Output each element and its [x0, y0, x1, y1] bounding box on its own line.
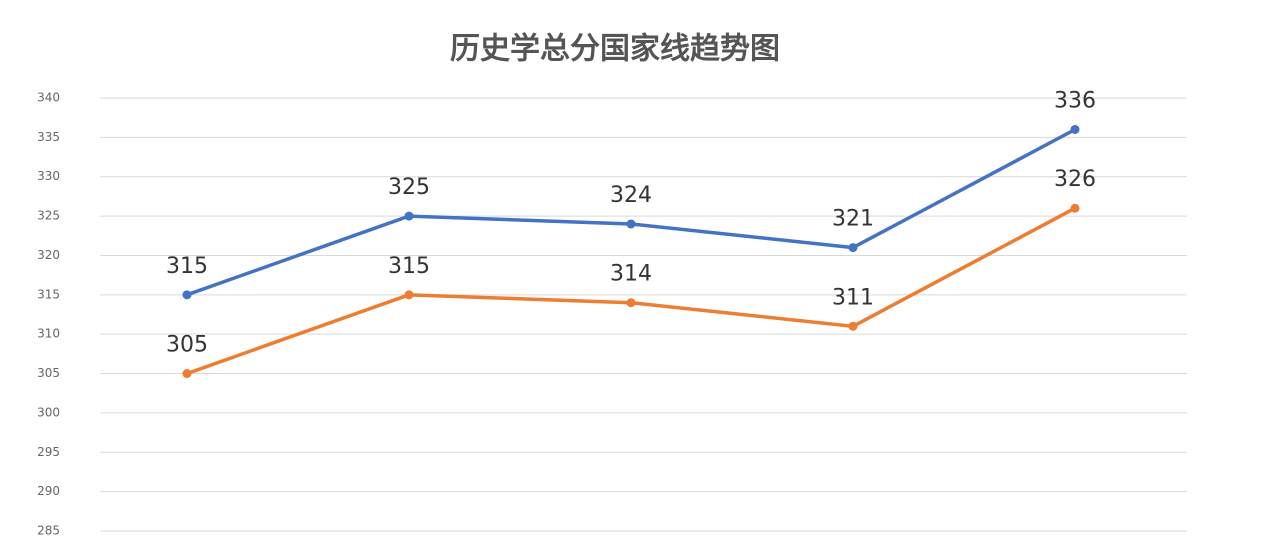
data-label: 314 — [610, 262, 652, 287]
data-label: 336 — [1054, 88, 1096, 113]
y-tick-label: 310 — [37, 327, 60, 341]
data-label: 305 — [166, 333, 208, 358]
data-label: 315 — [388, 254, 430, 279]
chart-title: 历史学总分国家线趋势图 — [450, 32, 780, 67]
data-label: 325 — [388, 175, 430, 200]
data-label: 321 — [832, 207, 874, 232]
y-tick-label: 305 — [37, 366, 60, 380]
y-tick-label: 320 — [37, 248, 60, 262]
data-label: 311 — [832, 285, 874, 310]
data-label: 324 — [610, 183, 652, 208]
data-label: 326 — [1054, 167, 1096, 192]
y-tick-label: 295 — [37, 445, 60, 459]
point — [848, 321, 858, 331]
point — [404, 290, 414, 300]
y-tick-label: 335 — [37, 130, 60, 144]
series-line — [186, 206, 1076, 376]
y-tick-label: 315 — [37, 287, 60, 301]
point — [1070, 203, 1080, 213]
point — [626, 219, 636, 229]
point — [182, 290, 192, 300]
point — [404, 211, 414, 221]
y-tick-label: 325 — [37, 209, 60, 223]
y-tick-label: 290 — [37, 484, 60, 498]
point — [182, 369, 192, 379]
y-tick-label: 330 — [37, 169, 60, 183]
y-tick-label: 300 — [37, 405, 60, 419]
point — [626, 298, 636, 308]
point — [848, 243, 858, 253]
y-tick-label: 285 — [37, 524, 60, 538]
data-label: 315 — [166, 254, 208, 279]
y-tick-label: 340 — [37, 91, 60, 105]
point — [1070, 124, 1080, 134]
